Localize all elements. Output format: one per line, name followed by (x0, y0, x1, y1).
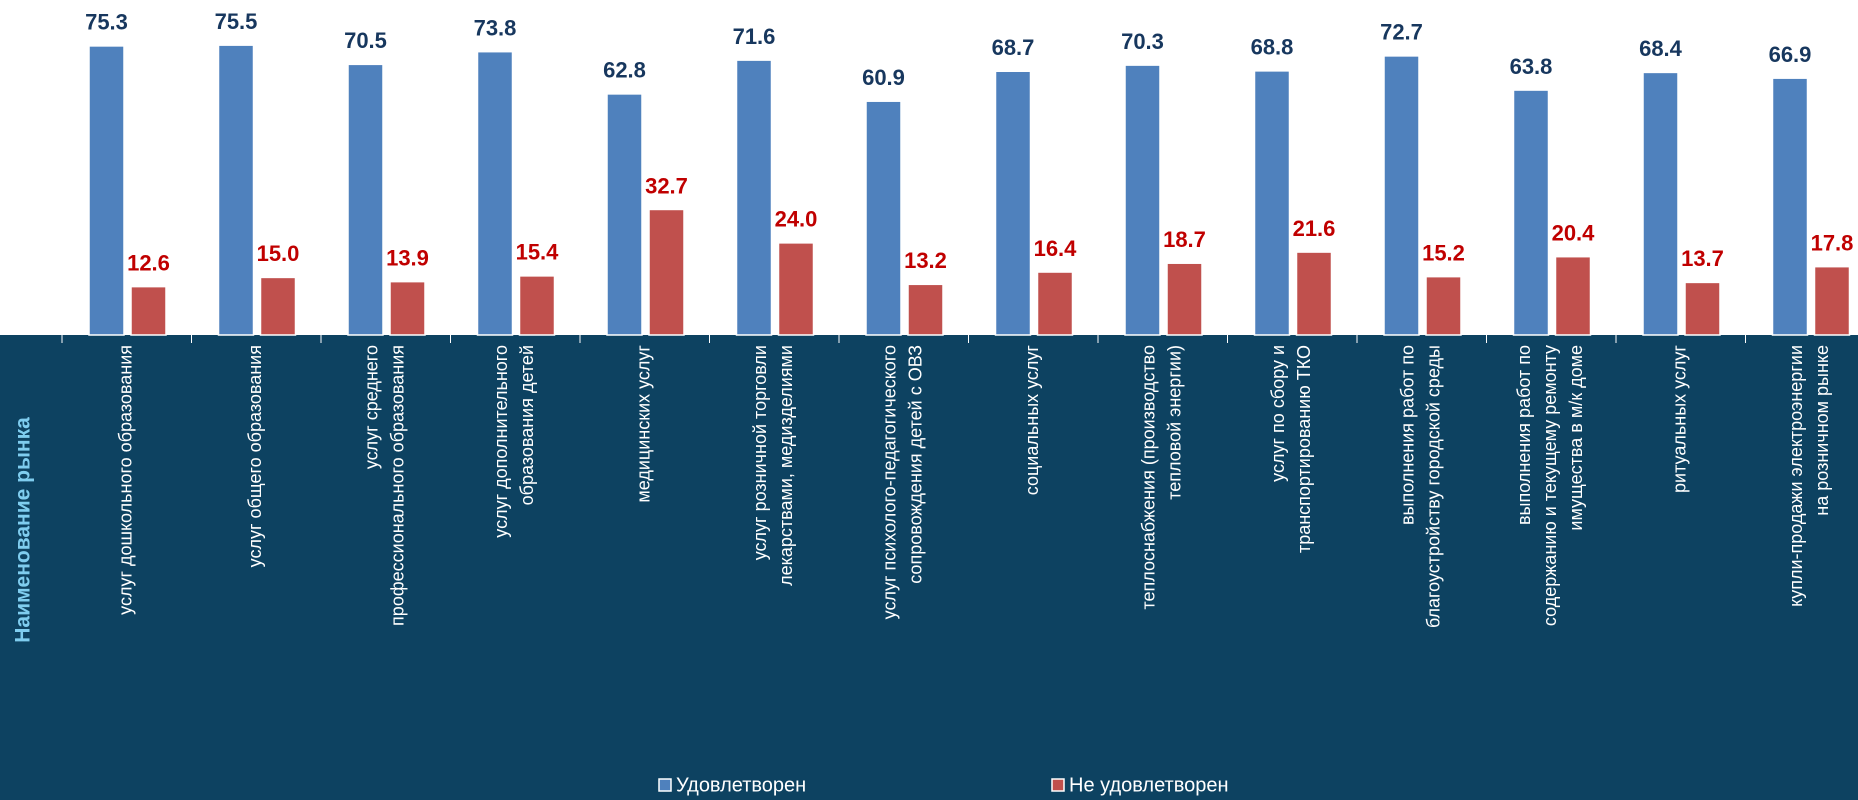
x-tick-label: лекарствами, медизделиями (776, 345, 796, 586)
value-label: 12.6 (127, 250, 170, 275)
value-label: 68.8 (1251, 35, 1294, 60)
bar (1512, 89, 1550, 336)
value-label: 13.9 (386, 245, 429, 270)
value-label: 16.4 (1034, 236, 1078, 261)
value-label: 24.0 (775, 207, 818, 232)
value-label: 32.7 (645, 173, 688, 198)
value-label: 68.4 (1639, 36, 1683, 61)
x-tick-label: профессионального образования (388, 345, 408, 626)
x-tick-label: теплоснабжения (производство (1139, 345, 1159, 610)
bar (1036, 271, 1074, 336)
legend-swatch (658, 778, 672, 792)
x-tick-label: услуг розничной торговли (750, 345, 770, 560)
bar (1642, 71, 1679, 336)
axis-title: Наименование рынка (12, 417, 35, 643)
value-label: 15.2 (1422, 240, 1465, 265)
x-tick-label: благоустройству городской среды (1424, 345, 1444, 628)
x-tick-label: услуг дополнительного (491, 345, 511, 538)
bar (907, 283, 944, 336)
x-tick-label: услуг по сбору и (1268, 345, 1288, 482)
bar (994, 70, 1032, 336)
value-label: 13.2 (904, 248, 947, 273)
bar (130, 285, 167, 336)
value-label: 13.7 (1681, 246, 1724, 271)
x-tick-label: транспортированию ТКО (1294, 345, 1314, 553)
bar (1295, 251, 1333, 336)
value-label: 17.8 (1811, 230, 1854, 255)
value-label: 75.5 (215, 9, 258, 34)
value-label: 70.3 (1121, 29, 1164, 54)
bar (1124, 64, 1161, 336)
bar (347, 63, 384, 336)
legend-swatch (1051, 778, 1065, 792)
value-label: 75.3 (85, 10, 128, 35)
x-tick-label: содержанию и текущему ремонту (1540, 345, 1560, 626)
x-tick-label: медицинских услуг (634, 345, 654, 503)
bar (735, 59, 773, 336)
value-label: 62.8 (603, 58, 646, 83)
bar (865, 100, 902, 336)
x-tick-label: услуг среднего (362, 345, 382, 469)
bar (259, 276, 297, 336)
value-label: 68.7 (992, 35, 1035, 60)
x-tick-label: выполнения работ по (1398, 345, 1418, 525)
x-tick-label: на розничном рынке (1812, 345, 1832, 516)
bar (217, 44, 255, 336)
value-label: 21.6 (1293, 216, 1336, 241)
bar (777, 242, 815, 336)
bar (1425, 275, 1462, 336)
x-tick-label: услуг дошкольного образования (116, 345, 136, 615)
bar (1253, 70, 1291, 336)
x-tick-label: ритуальных услуг (1670, 345, 1690, 493)
x-tick-label: купли-продажи электроэнергии (1786, 345, 1806, 607)
bar (1554, 255, 1592, 336)
value-label: 63.8 (1510, 54, 1553, 79)
value-label: 66.9 (1769, 42, 1812, 67)
bar (88, 45, 125, 336)
bar (518, 275, 556, 336)
value-label: 15.4 (516, 240, 560, 265)
bar (606, 93, 643, 336)
x-tick-label: социальных услуг (1022, 345, 1042, 496)
value-label: 71.6 (733, 24, 776, 49)
bar (1684, 281, 1721, 336)
value-label: 20.4 (1552, 220, 1596, 245)
value-label: 70.5 (344, 28, 387, 53)
x-tick-label: имущества в м/к доме (1566, 345, 1586, 531)
x-tick-label: услуг психолого-педагогического (880, 345, 900, 619)
legend-label: Не удовлетворен (1069, 774, 1229, 796)
bar (476, 50, 514, 336)
bar (389, 280, 426, 336)
value-label: 15.0 (257, 241, 300, 266)
value-label: 18.7 (1163, 227, 1206, 252)
x-tick-label: выполнения работ по (1514, 345, 1534, 525)
bar (1813, 265, 1851, 336)
x-tick-label: услуг общего образования (245, 345, 265, 567)
x-tick-label: тепловой энергии) (1165, 345, 1185, 500)
bar (1383, 55, 1420, 336)
category-panel (0, 335, 1858, 800)
x-tick-label: сопровождения детей с ОВЗ (906, 345, 926, 584)
legend-label: Удовлетворен (676, 774, 806, 796)
bar (1771, 77, 1809, 336)
value-label: 60.9 (862, 65, 905, 90)
bar (648, 208, 685, 336)
bar (1166, 262, 1203, 336)
value-label: 73.8 (474, 15, 517, 40)
value-label: 72.7 (1380, 20, 1423, 45)
x-tick-label: образования детей (517, 345, 537, 505)
